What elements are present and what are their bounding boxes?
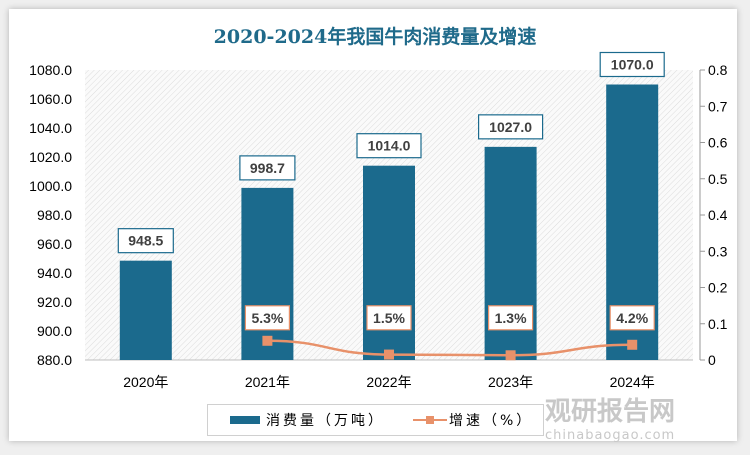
chart-title: 2020-2024年我国牛肉消费量及增速 bbox=[213, 26, 537, 48]
y-right-tick: 0.8 bbox=[708, 62, 728, 78]
line-label-box bbox=[488, 305, 534, 331]
data-label: 1027.0 bbox=[489, 119, 532, 135]
x-tick: 2020年 bbox=[123, 374, 168, 390]
y-right-tick: 0.3 bbox=[708, 243, 728, 259]
data-label-box bbox=[478, 114, 544, 140]
line-marker bbox=[505, 350, 516, 361]
legend-line-label: 增速（%） bbox=[449, 413, 534, 429]
y-left-tick: 980.0 bbox=[37, 207, 72, 223]
y-left-tick: 880.0 bbox=[37, 352, 72, 368]
y-left-tick: 960.0 bbox=[37, 236, 72, 252]
legend-bar-swatch bbox=[230, 416, 260, 424]
data-label-box bbox=[599, 51, 665, 78]
data-label-box bbox=[356, 133, 422, 159]
y-left-tick: 1060.0 bbox=[29, 91, 72, 107]
y-right-tick: 0.6 bbox=[708, 135, 728, 151]
bar bbox=[119, 260, 172, 360]
x-tick: 2024年 bbox=[610, 374, 655, 390]
y-right-tick: 0.2 bbox=[708, 280, 728, 296]
bar bbox=[241, 187, 294, 360]
line-label-box bbox=[609, 305, 655, 331]
x-tick: 2021年 bbox=[245, 374, 290, 390]
legend: 消费量（万吨） 增速（%） bbox=[207, 404, 545, 436]
data-label: 948.5 bbox=[128, 233, 163, 249]
y-left-tick: 940.0 bbox=[37, 265, 72, 281]
y-left-tick: 1040.0 bbox=[29, 120, 72, 136]
y-left-tick: 1020.0 bbox=[29, 149, 72, 165]
line-data-label: 1.3% bbox=[495, 310, 527, 326]
watermark-cn: 观研报告网 bbox=[545, 397, 676, 427]
legend-bar-label: 消费量（万吨） bbox=[266, 413, 385, 429]
bar bbox=[363, 165, 415, 360]
line-label-box bbox=[366, 305, 412, 331]
y-right-tick: 0.4 bbox=[708, 207, 728, 223]
watermark-en: chinabaogao.com bbox=[545, 428, 676, 443]
data-label-box bbox=[239, 155, 296, 181]
x-tick: 2023年 bbox=[488, 374, 533, 390]
y-left-tick: 1080.0 bbox=[29, 62, 72, 78]
line-data-label: 1.5% bbox=[373, 310, 405, 326]
line-marker bbox=[384, 349, 394, 360]
line-marker bbox=[627, 339, 638, 350]
y-right-tick: 0 bbox=[708, 352, 716, 368]
line-marker bbox=[262, 335, 273, 346]
data-label-box bbox=[117, 228, 174, 254]
data-label: 1070.0 bbox=[611, 57, 654, 73]
y-right-tick: 0.5 bbox=[708, 171, 728, 187]
line-label-box bbox=[244, 305, 290, 331]
legend-line-swatch bbox=[413, 415, 447, 425]
line-data-label: 5.3% bbox=[251, 310, 283, 326]
line-data-label: 4.2% bbox=[616, 310, 648, 326]
data-label: 1014.0 bbox=[368, 138, 411, 154]
data-label: 998.7 bbox=[250, 160, 285, 176]
x-tick: 2022年 bbox=[366, 374, 411, 390]
y-left-tick: 920.0 bbox=[37, 294, 72, 310]
y-right-tick: 0.7 bbox=[708, 98, 728, 114]
y-left-tick: 900.0 bbox=[37, 323, 72, 339]
y-left-tick: 1000.0 bbox=[29, 178, 72, 194]
growth-line bbox=[267, 339, 633, 357]
y-right-tick: 0.1 bbox=[708, 316, 728, 332]
